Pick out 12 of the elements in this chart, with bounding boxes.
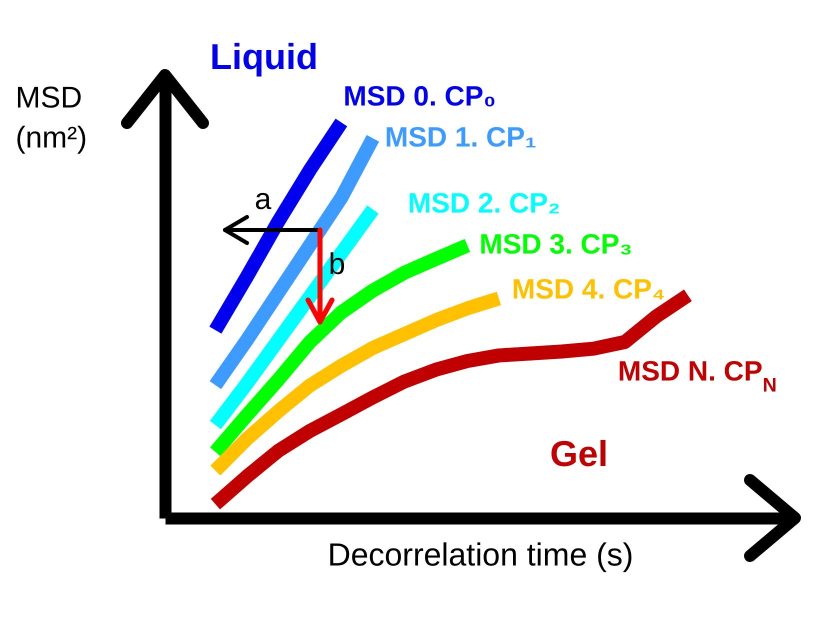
x-axis-title: Decorrelation time (s): [328, 536, 634, 572]
text: Liquid: [210, 36, 318, 77]
series-label: MSD 4. CP₄: [512, 273, 666, 304]
series-label: MSD N. CP$_{N}$: [618, 355, 777, 396]
annotation: Gel: [550, 433, 608, 474]
annotation: b: [328, 248, 346, 281]
series-label: MSD 1. CP₁: [384, 121, 537, 152]
series-label: MSD 3. CP₃: [479, 228, 632, 260]
series-label: MSD 2. CP₂: [408, 187, 560, 218]
annotation: a: [254, 183, 272, 216]
series-label: MSD 0. CP₀: [343, 80, 496, 112]
y-axis-title: MSD (nm²): [16, 82, 88, 154]
